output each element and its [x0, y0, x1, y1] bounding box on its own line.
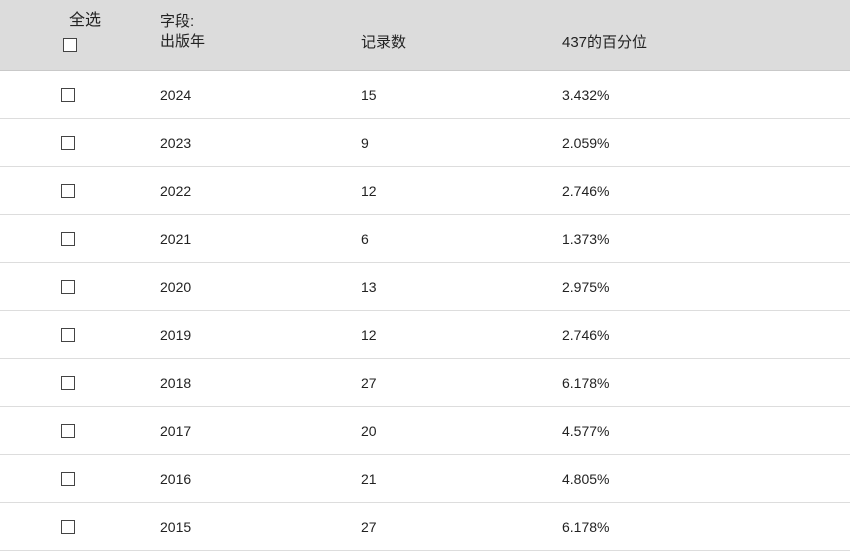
percentage-cell: 2.746% — [562, 327, 610, 343]
year-cell[interactable]: 2021 — [160, 231, 192, 247]
row-checkbox[interactable] — [61, 136, 75, 150]
table-row: 2020 13 2.975% — [0, 263, 850, 311]
year-cell[interactable]: 2020 — [160, 279, 192, 295]
year-cell[interactable]: 2015 — [160, 519, 192, 535]
row-checkbox[interactable] — [61, 520, 75, 534]
year-cell[interactable]: 2024 — [160, 87, 192, 103]
percentage-cell: 2.975% — [562, 279, 610, 295]
record-count-cell: 21 — [361, 471, 377, 487]
row-checkbox[interactable] — [61, 280, 75, 294]
record-count-cell: 12 — [361, 183, 377, 199]
select-all-label: 全选 — [69, 12, 102, 29]
table-row: 2015 27 6.178% — [0, 503, 850, 551]
percentage-cell: 3.432% — [562, 87, 610, 103]
record-count-cell: 9 — [361, 135, 369, 151]
field-column-header: 字段: 出版年 — [160, 12, 205, 52]
field-label-line1: 字段: — [160, 13, 195, 30]
table-row: 2024 15 3.432% — [0, 71, 850, 119]
percentage-column-header: 437的百分位 — [562, 34, 648, 51]
table-body: 2024 15 3.432% 2023 9 2.059% 2022 12 2.7… — [0, 71, 850, 551]
row-checkbox[interactable] — [61, 328, 75, 342]
record-count-cell: 27 — [361, 519, 377, 535]
row-checkbox[interactable] — [61, 472, 75, 486]
year-cell[interactable]: 2016 — [160, 471, 192, 487]
table-row: 2022 12 2.746% — [0, 167, 850, 215]
table-row: 2019 12 2.746% — [0, 311, 850, 359]
percentage-cell: 6.178% — [562, 519, 610, 535]
record-count-cell: 27 — [361, 375, 377, 391]
row-checkbox[interactable] — [61, 232, 75, 246]
select-all-checkbox[interactable] — [63, 38, 77, 52]
table-row: 2021 6 1.373% — [0, 215, 850, 263]
row-checkbox[interactable] — [61, 424, 75, 438]
year-cell[interactable]: 2018 — [160, 375, 192, 391]
field-label-line2: 出版年 — [160, 33, 206, 50]
percentage-cell: 1.373% — [562, 231, 610, 247]
percentage-cell: 4.805% — [562, 471, 610, 487]
percentage-cell: 6.178% — [562, 375, 610, 391]
year-cell[interactable]: 2023 — [160, 135, 192, 151]
record-count-cell: 20 — [361, 423, 377, 439]
record-count-cell: 13 — [361, 279, 377, 295]
year-cell[interactable]: 2019 — [160, 327, 192, 343]
percentage-cell: 2.059% — [562, 135, 610, 151]
table-row: 2016 21 4.805% — [0, 455, 850, 503]
percentage-cell: 2.746% — [562, 183, 610, 199]
table-row: 2018 27 6.178% — [0, 359, 850, 407]
row-checkbox[interactable] — [61, 376, 75, 390]
record-count-cell: 6 — [361, 231, 369, 247]
table-row: 2023 9 2.059% — [0, 119, 850, 167]
record-count-cell: 12 — [361, 327, 377, 343]
table-row: 2017 20 4.577% — [0, 407, 850, 455]
table-header: 全选 字段: 出版年 记录数 437的百分位 — [0, 0, 850, 71]
record-count-column-header: 记录数 — [361, 34, 407, 51]
record-count-cell: 15 — [361, 87, 377, 103]
row-checkbox[interactable] — [61, 88, 75, 102]
year-cell[interactable]: 2022 — [160, 183, 192, 199]
percentage-cell: 4.577% — [562, 423, 610, 439]
year-cell[interactable]: 2017 — [160, 423, 192, 439]
row-checkbox[interactable] — [61, 184, 75, 198]
